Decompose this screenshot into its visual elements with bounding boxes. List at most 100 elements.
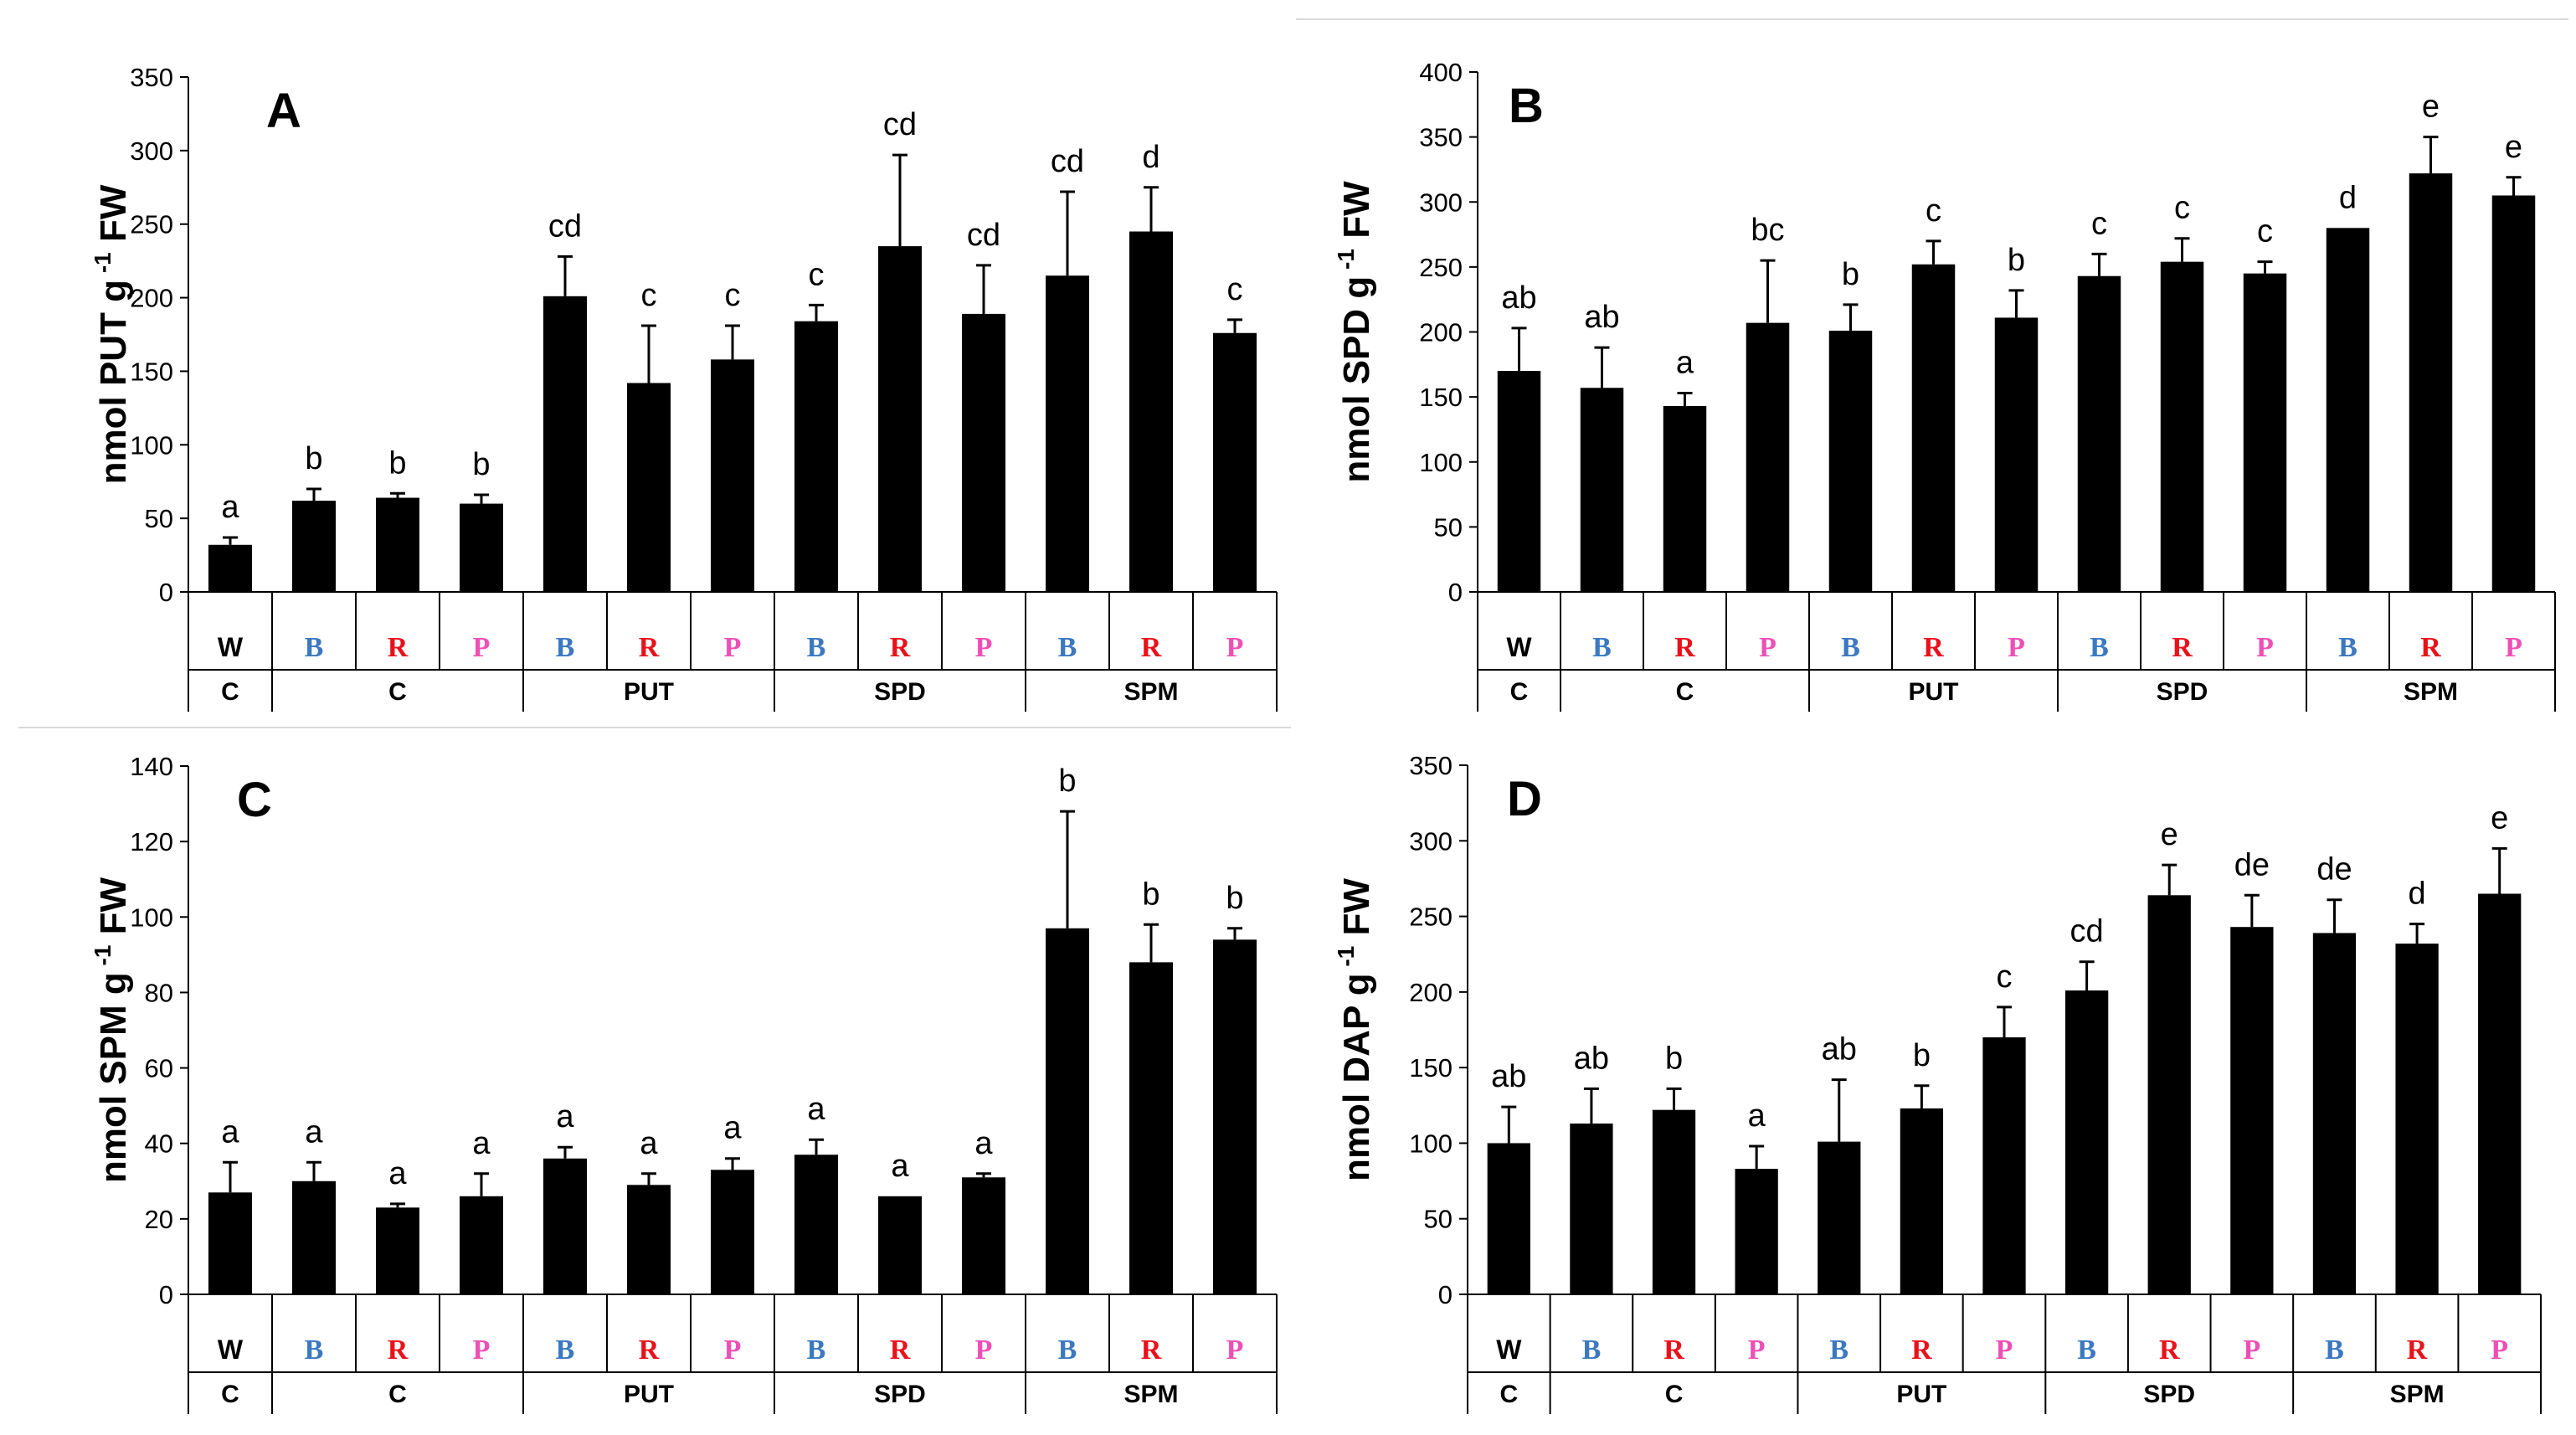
category-label: P [1748,1335,1766,1366]
y-tick-label: 40 [145,1129,173,1159]
category-label: P [1996,1335,2013,1366]
category-label: R [1141,1335,1162,1366]
significance-letter: e [2505,130,2522,165]
y-tick-label: 0 [1448,578,1463,607]
category-label: B [2338,632,2357,663]
group-label: C [1676,678,1694,706]
panel-letter: D [1507,772,1542,826]
bar [627,383,671,592]
bar [1994,317,2039,592]
significance-letter: a [891,1149,909,1184]
y-tick-label: 0 [1438,1280,1453,1309]
y-tick-label: 350 [1409,751,1453,780]
category-label: R [639,632,660,663]
bar [1129,962,1173,1294]
bar [1213,939,1257,1294]
category-label: P [473,1335,491,1366]
bar [1487,1143,1530,1294]
group-label: SPM [1123,678,1178,706]
panel-letter: B [1509,79,1544,133]
significance-letter: cd [2070,914,2104,949]
category-label: W [218,632,244,662]
category-label: B [1582,1335,1602,1366]
significance-letter: ab [1501,280,1536,316]
significance-letter: c [725,278,741,313]
bar [1663,405,1707,592]
significance-letter: a [472,1126,491,1161]
y-tick-label: 350 [1419,123,1463,152]
group-label: SPD [874,678,926,706]
category-label: R [388,632,409,663]
y-tick-label: 200 [1409,978,1453,1007]
category-label: R [890,632,911,663]
bar [376,1207,419,1294]
category-label: B [305,1335,324,1366]
category-label: R [1911,1335,1932,1366]
chart-panel-c: C 0 20 40 60 80 100 120 140 nmol SPM g -1 FW C C PUT… [90,752,1278,1414]
category-label: B [1058,632,1077,663]
y-axis-title-superscript: -1 [90,945,116,973]
group-label: SPD [2157,678,2208,706]
significance-letter: a [305,1114,323,1150]
group-label: C [388,678,407,706]
category-label: B [1829,1335,1848,1366]
category-label: P [2243,1335,2260,1366]
category-label: B [1841,632,1860,663]
category-label: P [724,632,742,663]
bar [962,1177,1005,1294]
y-tick-label: 300 [1409,826,1453,856]
category-label: R [2407,1335,2428,1366]
group-label: C [221,678,239,706]
category-label: P [975,1335,993,1366]
chart-panel-d: D 0 50 100 150 200 250 300 350 nmol DAP g -1 FW C C… [1333,751,2542,1414]
y-tick-label: 100 [130,903,173,932]
category-label: B [2325,1335,2344,1366]
significance-letter: cd [548,208,582,244]
category-label: R [639,1335,660,1366]
bar [1580,388,1624,592]
y-tick-label: 0 [159,1280,173,1309]
bar [543,296,587,592]
category-label: P [724,1335,742,1366]
y-axis-title-superscript: -1 [1333,249,1359,276]
group-label: PUT [624,1381,674,1408]
y-axis-title-superscript: -1 [90,252,116,280]
significance-letter: a [1676,345,1694,380]
category-label: R [1674,632,1695,663]
category-label: W [218,1335,244,1365]
y-tick-label: 250 [1409,903,1453,932]
group-label: PUT [1909,678,1959,706]
bar [2077,275,2121,592]
bar [292,1180,336,1294]
y-tick-label: 0 [159,578,173,607]
category-label: R [2159,1335,2180,1366]
bar [711,359,754,592]
y-axis-title: nmol SPM g -1 FW [90,877,134,1183]
bar [2478,893,2522,1294]
bar [1570,1123,1613,1294]
y-tick-label: 150 [130,357,173,386]
bar [962,313,1005,592]
bar [1213,332,1257,592]
significance-letter: a [556,1099,574,1134]
significance-letter: de [2234,847,2270,882]
significance-letter: a [807,1092,825,1127]
y-tick-label: 350 [130,63,173,92]
category-label: B [807,632,826,663]
category-label: P [2008,632,2025,663]
significance-letter: b [1226,881,1243,916]
significance-letter: cd [883,107,917,142]
bar [1046,928,1089,1294]
category-label: B [556,1335,575,1366]
y-axis-title-superscript: -1 [1333,946,1359,974]
significance-letter: ab [1491,1059,1526,1094]
chart-panel-a: A 0 50 100 150 200 250 300 350 nmol PUT g -1 FW C C… [90,63,1278,712]
significance-letter: d [1142,140,1159,175]
bar [292,501,336,592]
y-tick-label: 150 [1419,383,1463,412]
y-tick-label: 250 [1419,253,1463,282]
bar [543,1158,587,1294]
significance-letter: a [974,1126,993,1161]
bar [2230,927,2274,1294]
significance-letter: e [2491,800,2508,836]
